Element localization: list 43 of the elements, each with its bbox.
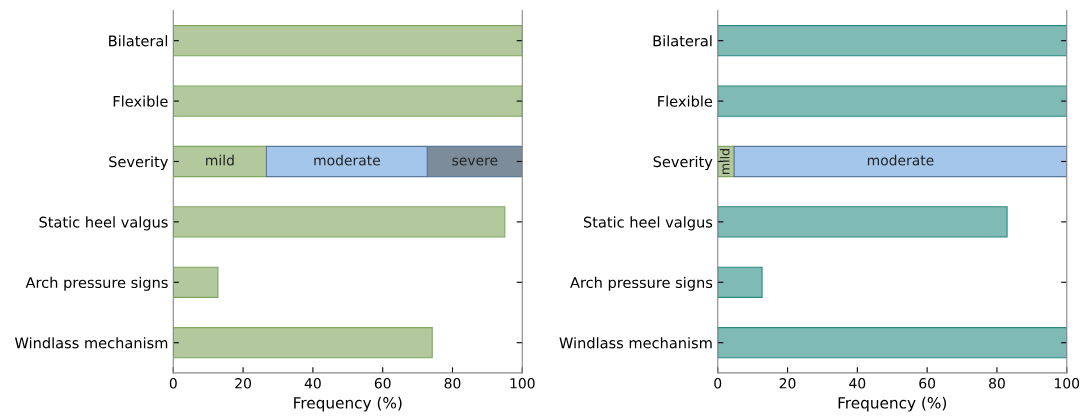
x-tick-label: 20 [779,378,796,389]
x-tick-label: 100 [510,378,535,389]
y-tick-label: Severity [653,155,713,171]
x-tick-label: 60 [919,378,936,389]
x-tick-label: 0 [714,378,722,389]
x-tick-label: 100 [1055,378,1080,389]
y-tick-label: Bilateral [109,35,168,47]
x-tick-label: 20 [235,378,251,389]
bar [717,266,763,298]
bar [717,85,1067,117]
bar [173,85,523,117]
series-label: severe [452,157,498,166]
bar [717,327,1067,359]
x-tick-label: 80 [989,378,1005,389]
y-tick-label: Arch pressure signs [25,276,168,291]
x-tick-label: 60 [374,378,391,389]
y-tick-label: Static heel valgus [583,216,713,231]
y-tick-label: Flexible [113,95,168,107]
bar [717,25,1067,57]
series-label: moderate [867,154,934,166]
x-tick-label: 40 [849,378,866,389]
bar [173,327,433,359]
x-axis-title: Frequency (%) [838,396,947,412]
series-label: moderate [314,154,380,166]
bar [717,206,1008,238]
y-tick-label: Static heel valgus [39,216,168,231]
x-tick-label: 40 [304,378,321,389]
y-tick-label: Bilateral [653,35,712,47]
bar [173,266,219,298]
series-label: mild [719,149,730,174]
y-tick-label: Severity [109,155,168,171]
y-tick-label: Arch pressure signs [570,276,713,291]
y-tick-label: Windlass mechanism [559,337,712,349]
bar [173,145,268,178]
x-axis-title: Frequency (%) [294,396,402,412]
x-tick-label: 80 [444,378,461,389]
x-tick-label: 0 [169,378,177,389]
series-label: mild [206,154,234,166]
bar [733,145,1067,178]
y-tick-label: Windlass mechanism [14,337,168,349]
bar [173,25,523,57]
y-tick-label: Flexible [658,95,713,107]
bar [173,206,506,238]
